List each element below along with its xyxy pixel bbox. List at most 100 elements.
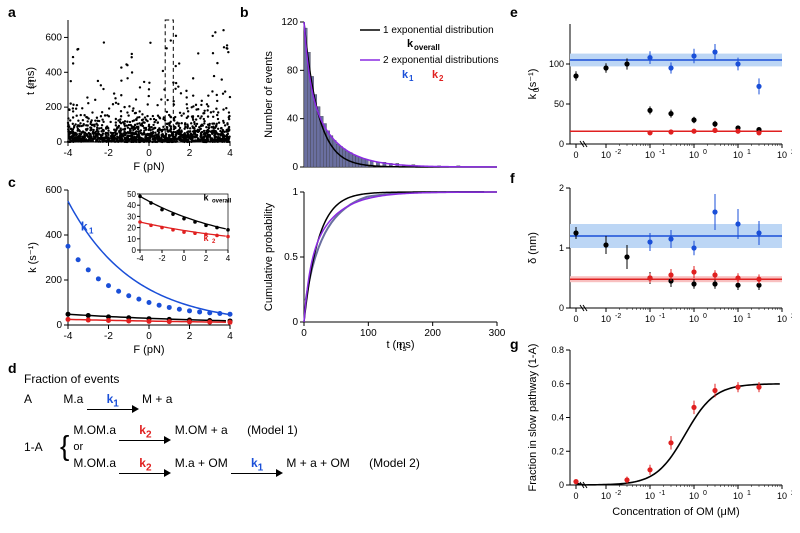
panel-label-c: c	[8, 174, 16, 190]
svg-text:1: 1	[747, 490, 751, 497]
svg-text:s: s	[27, 85, 36, 89]
svg-text:4: 4	[227, 148, 233, 159]
svg-text:Fraction in slow pathway (1-A): Fraction in slow pathway (1-A)	[527, 344, 539, 492]
svg-text:0: 0	[573, 491, 578, 501]
panel-label-a: a	[8, 4, 16, 20]
svg-text:2: 2	[559, 183, 564, 193]
svg-text:40: 40	[287, 114, 299, 125]
svg-text:2: 2	[204, 254, 209, 263]
svg-text:-2: -2	[104, 148, 113, 159]
svg-text:-1: -1	[659, 149, 665, 156]
panel-g-fraction: 010-210-110010110200.20.40.60.8Fraction …	[522, 340, 792, 525]
svg-text:2 exponential distributions: 2 exponential distributions	[383, 55, 499, 66]
svg-text:40: 40	[127, 201, 136, 210]
svg-text:10: 10	[645, 491, 655, 501]
svg-text:10: 10	[645, 150, 655, 160]
svg-text:50: 50	[554, 99, 564, 109]
svg-text:10: 10	[689, 150, 699, 160]
panel-label-g: g	[510, 336, 519, 352]
svg-text:100: 100	[549, 59, 564, 69]
panel-label-b: b	[240, 4, 249, 20]
svg-text:-2: -2	[615, 149, 621, 156]
svg-text:0.2: 0.2	[551, 446, 564, 456]
svg-text:200: 200	[424, 328, 441, 339]
svg-text:0: 0	[56, 320, 62, 331]
svg-text:overall: overall	[212, 199, 232, 205]
svg-text:0: 0	[559, 303, 564, 313]
svg-text:0: 0	[132, 246, 137, 255]
svg-text:0: 0	[703, 490, 707, 497]
svg-text:10: 10	[601, 491, 611, 501]
svg-text:overall: overall	[414, 43, 440, 52]
svg-text:2: 2	[791, 490, 792, 497]
svg-text:80: 80	[287, 65, 299, 76]
svg-text:10: 10	[777, 491, 787, 501]
svg-text:30: 30	[127, 212, 136, 221]
svg-text:1 exponential distribution: 1 exponential distribution	[383, 25, 494, 36]
svg-text:2: 2	[439, 74, 444, 83]
svg-text:0: 0	[182, 254, 187, 263]
svg-text:-4: -4	[64, 148, 73, 159]
svg-text:Number of events: Number of events	[263, 51, 275, 138]
svg-text:δ (nm): δ (nm)	[527, 232, 539, 264]
svg-text:k: k	[407, 38, 414, 50]
svg-text:0: 0	[703, 149, 707, 156]
svg-text:600: 600	[45, 32, 62, 43]
svg-text:F (pN): F (pN)	[133, 344, 164, 356]
svg-text:2: 2	[187, 148, 193, 159]
svg-text:0: 0	[56, 137, 62, 148]
svg-text:-4: -4	[64, 331, 73, 342]
svg-text:-1: -1	[659, 490, 665, 497]
svg-text:Concentration of OM (μM): Concentration of OM (μM)	[612, 506, 739, 518]
svg-text:1: 1	[409, 74, 414, 83]
svg-text:0.4: 0.4	[551, 413, 564, 423]
svg-text:-2: -2	[158, 254, 166, 263]
panel-c-rates: -4-20240200400600F (pN)k (s⁻¹)k1-4-20240…	[20, 180, 240, 360]
panel-b-hist-cdf: 04080120Number of events1 exponential di…	[252, 12, 507, 357]
svg-text:-4: -4	[136, 254, 144, 263]
svg-text:10: 10	[601, 150, 611, 160]
svg-text:Cumulative probability: Cumulative probability	[263, 202, 275, 311]
svg-text:k: k	[432, 69, 439, 81]
svg-text:0: 0	[573, 150, 578, 160]
svg-text:10: 10	[127, 235, 136, 244]
svg-text:k: k	[81, 220, 88, 234]
svg-text:0.8: 0.8	[551, 345, 564, 355]
svg-text:0: 0	[573, 314, 578, 324]
svg-text:10: 10	[777, 314, 787, 324]
svg-text:10: 10	[689, 491, 699, 501]
svg-text:10: 10	[601, 314, 611, 324]
svg-text:2: 2	[791, 149, 792, 156]
panel-label-e: e	[510, 4, 518, 20]
svg-text:200: 200	[45, 102, 62, 113]
svg-text:300: 300	[489, 328, 506, 339]
svg-text:k (s⁻¹): k (s⁻¹)	[27, 242, 39, 273]
svg-text:-1: -1	[659, 313, 665, 320]
svg-text:0: 0	[146, 331, 152, 342]
svg-text:t (ms): t (ms)	[25, 67, 37, 95]
svg-text:100: 100	[360, 328, 377, 339]
svg-text:0.5: 0.5	[284, 252, 298, 263]
svg-text:200: 200	[45, 275, 62, 286]
svg-text:k: k	[402, 69, 409, 81]
svg-text:10: 10	[689, 314, 699, 324]
panel-f-delta: 010-210-1100101102012δ (nm)	[522, 178, 792, 338]
svg-text:1: 1	[559, 243, 564, 253]
svg-text:4: 4	[227, 331, 233, 342]
svg-text:k (s⁻¹): k (s⁻¹)	[527, 69, 539, 100]
svg-text:2: 2	[791, 313, 792, 320]
svg-text:600: 600	[45, 185, 62, 196]
svg-text:10: 10	[733, 150, 743, 160]
svg-text:400: 400	[45, 67, 62, 78]
svg-text:0: 0	[301, 328, 307, 339]
svg-text:0: 0	[292, 317, 298, 328]
svg-text:0: 0	[559, 480, 564, 490]
svg-text:1: 1	[747, 313, 751, 320]
panel-d-scheme: Fraction of events A M.a k1 M + a 1-A { …	[24, 372, 494, 471]
svg-text:120: 120	[281, 17, 298, 28]
svg-text:0: 0	[559, 139, 564, 149]
panel-a-scatter: -4-20240200400600F (pN)tt (ms)s	[20, 12, 240, 177]
svg-text:0: 0	[146, 148, 152, 159]
svg-text:20: 20	[127, 224, 136, 233]
svg-text:10: 10	[733, 491, 743, 501]
